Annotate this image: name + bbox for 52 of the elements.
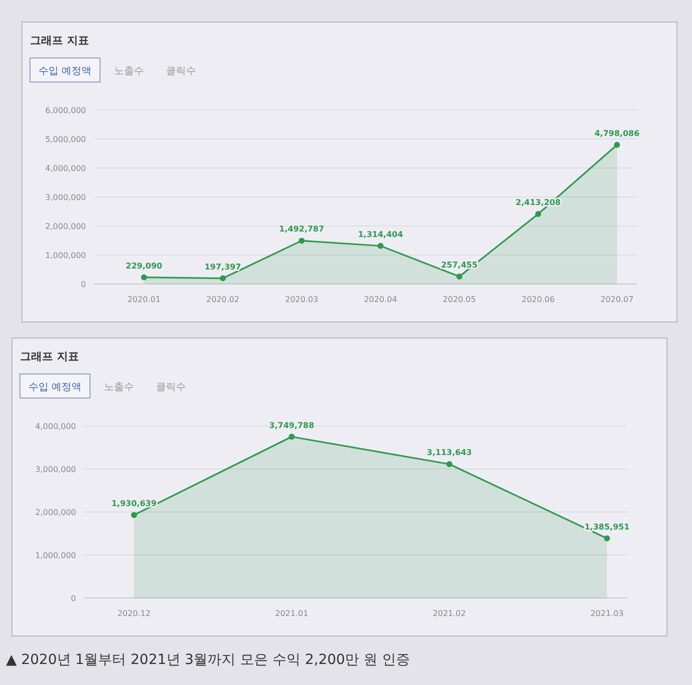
y-tick-label: 4,000,000 — [45, 164, 86, 173]
point — [446, 461, 452, 468]
data-label: 1,385,951 — [584, 522, 630, 532]
text: 수입 예정액 — [28, 382, 82, 393]
point — [131, 512, 137, 518]
point — [456, 274, 462, 280]
point — [220, 275, 226, 282]
point — [288, 434, 295, 440]
chart-title: 그래프 지표 — [20, 350, 79, 363]
data-label: 1,492,787 — [279, 224, 324, 234]
x-tick-label: 2020.02 — [206, 295, 240, 304]
data-label: 1,930,639 — [111, 498, 157, 508]
data-label: 3,113,643 — [426, 448, 472, 458]
data-label: 3,749,788 — [269, 420, 315, 430]
y-tick-label: 2,000,000 — [35, 508, 76, 517]
x-tick-label: 2020.07 — [600, 295, 634, 304]
y-tick-label: 0 — [70, 594, 76, 603]
point — [298, 238, 305, 244]
text: 노출수 — [114, 66, 144, 77]
y-tick-label: 3,000,000 — [45, 193, 86, 202]
x-tick-label: 2021.03 — [590, 609, 624, 618]
x-tick-label: 2021.02 — [432, 609, 466, 618]
text: 수입 예정액 — [38, 66, 92, 77]
point — [141, 274, 147, 280]
x-tick-label: 2021.01 — [275, 609, 308, 618]
x-tick-label: 2020.03 — [285, 295, 318, 304]
text: 클릭수 — [166, 66, 196, 77]
chart-title: 그래프 지표 — [30, 34, 89, 47]
x-tick-label: 2020.01 — [127, 295, 161, 304]
x-tick-label: 2020.04 — [364, 295, 398, 304]
x-tick-label: 2020.05 — [442, 295, 476, 304]
data-label: 229,090 — [126, 261, 163, 270]
text: 클릭수 — [156, 382, 186, 393]
y-tick-label: 6,000,000 — [45, 106, 86, 115]
y-tick-label: 4,000,000 — [35, 422, 76, 431]
point — [378, 242, 384, 249]
x-tick-label: 2020.12 — [117, 609, 151, 618]
x-tick-label: 2020.06 — [522, 295, 555, 304]
y-tick-label: 1,000,000 — [35, 551, 76, 560]
point — [535, 211, 542, 218]
y-tick-label: 0 — [80, 280, 86, 289]
y-tick-label: 3,000,000 — [35, 465, 76, 474]
text: 노출수 — [104, 382, 134, 393]
y-tick-label: 5,000,000 — [45, 135, 86, 144]
y-tick-label: 1,000,000 — [45, 251, 86, 260]
data-label: 4,798,086 — [594, 128, 640, 138]
point — [604, 535, 610, 542]
data-label: 197,397 — [204, 262, 242, 272]
point — [614, 142, 620, 148]
y-tick-label: 2,000,000 — [45, 222, 86, 231]
text: ▲ 2020년 1월부터 2021년 3월까지 모은 수익 2,200만 원 인증 — [6, 652, 410, 668]
data-label: 1,314,404 — [358, 230, 404, 239]
